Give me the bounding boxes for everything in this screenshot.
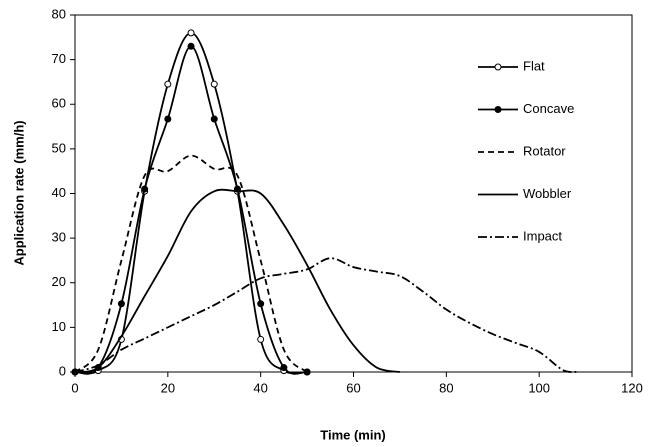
data-point (210, 115, 218, 123)
y-tick-label: 70 (52, 51, 66, 66)
legend-label: Flat (523, 58, 545, 73)
y-tick-label: 30 (52, 230, 66, 245)
x-tick-label: 120 (621, 380, 643, 395)
x-tick-label: 0 (71, 380, 78, 395)
data-point (280, 364, 288, 372)
data-point (210, 80, 218, 88)
legend-marker (494, 63, 502, 71)
legend-label: Rotator (523, 143, 566, 158)
legend-label: Wobbler (523, 186, 572, 201)
legend-marker (494, 106, 502, 113)
y-axis-title: Application rate (mm/h) (11, 120, 26, 265)
y-tick-label: 0 (59, 363, 66, 378)
series-line (74, 154, 308, 373)
y-tick-label: 10 (52, 319, 66, 334)
y-tick-label: 60 (52, 96, 66, 111)
data-point (187, 29, 195, 37)
data-point (257, 335, 265, 343)
series-line (74, 31, 308, 375)
legend-label: Impact (523, 228, 562, 243)
x-tick-label: 20 (161, 380, 175, 395)
x-axis-title: Time (min) (320, 427, 386, 442)
data-point (187, 42, 195, 50)
series-line (74, 257, 577, 373)
y-tick-label: 40 (52, 185, 66, 200)
data-point (117, 300, 125, 308)
data-point (257, 300, 265, 308)
y-tick-label: 50 (52, 140, 66, 155)
x-tick-label: 100 (528, 380, 550, 395)
x-tick-label: 40 (253, 380, 267, 395)
data-point (164, 80, 172, 88)
series-line (74, 188, 401, 373)
y-tick-label: 80 (52, 6, 66, 21)
data-point (164, 115, 172, 123)
legend-label: Concave (523, 101, 574, 116)
x-tick-label: 60 (346, 380, 360, 395)
x-tick-label: 80 (439, 380, 453, 395)
y-tick-label: 20 (52, 274, 66, 289)
data-point (141, 185, 149, 193)
